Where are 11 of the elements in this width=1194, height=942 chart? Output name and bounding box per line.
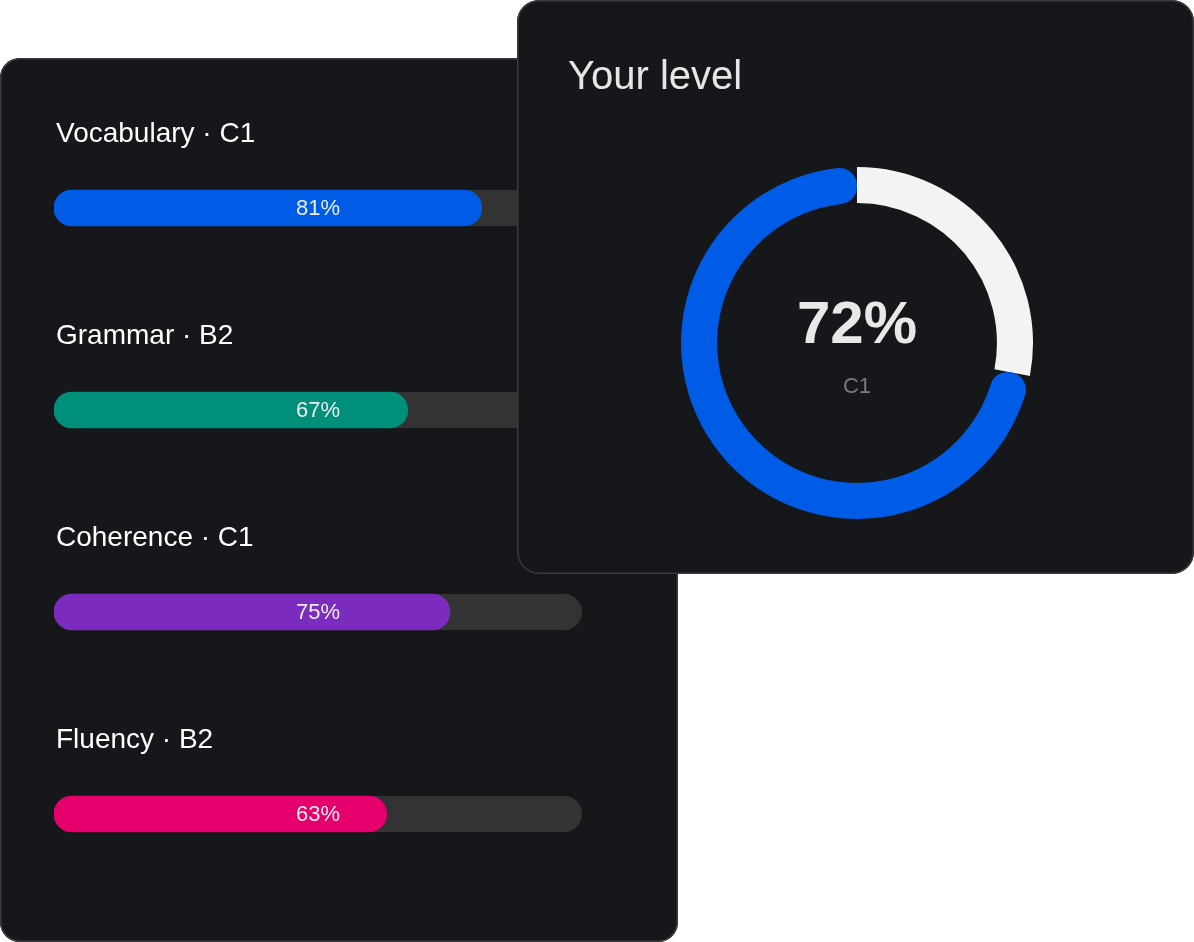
data-label: 81% <box>295 195 341 221</box>
data-label: 67% <box>295 397 341 423</box>
chart-title: Your level <box>568 53 743 98</box>
y-tick-label: Vocabulary · C1 <box>56 116 256 148</box>
y-tick-label: Fluency · B2 <box>56 722 214 754</box>
data-label: 75% <box>295 599 341 625</box>
y-tick-label: Grammar · B2 <box>56 318 234 350</box>
text: C1 <box>842 373 872 399</box>
data-label: 72% <box>796 288 918 356</box>
y-tick-label: Coherence · C1 <box>56 520 254 552</box>
data-label: 63% <box>295 801 341 827</box>
